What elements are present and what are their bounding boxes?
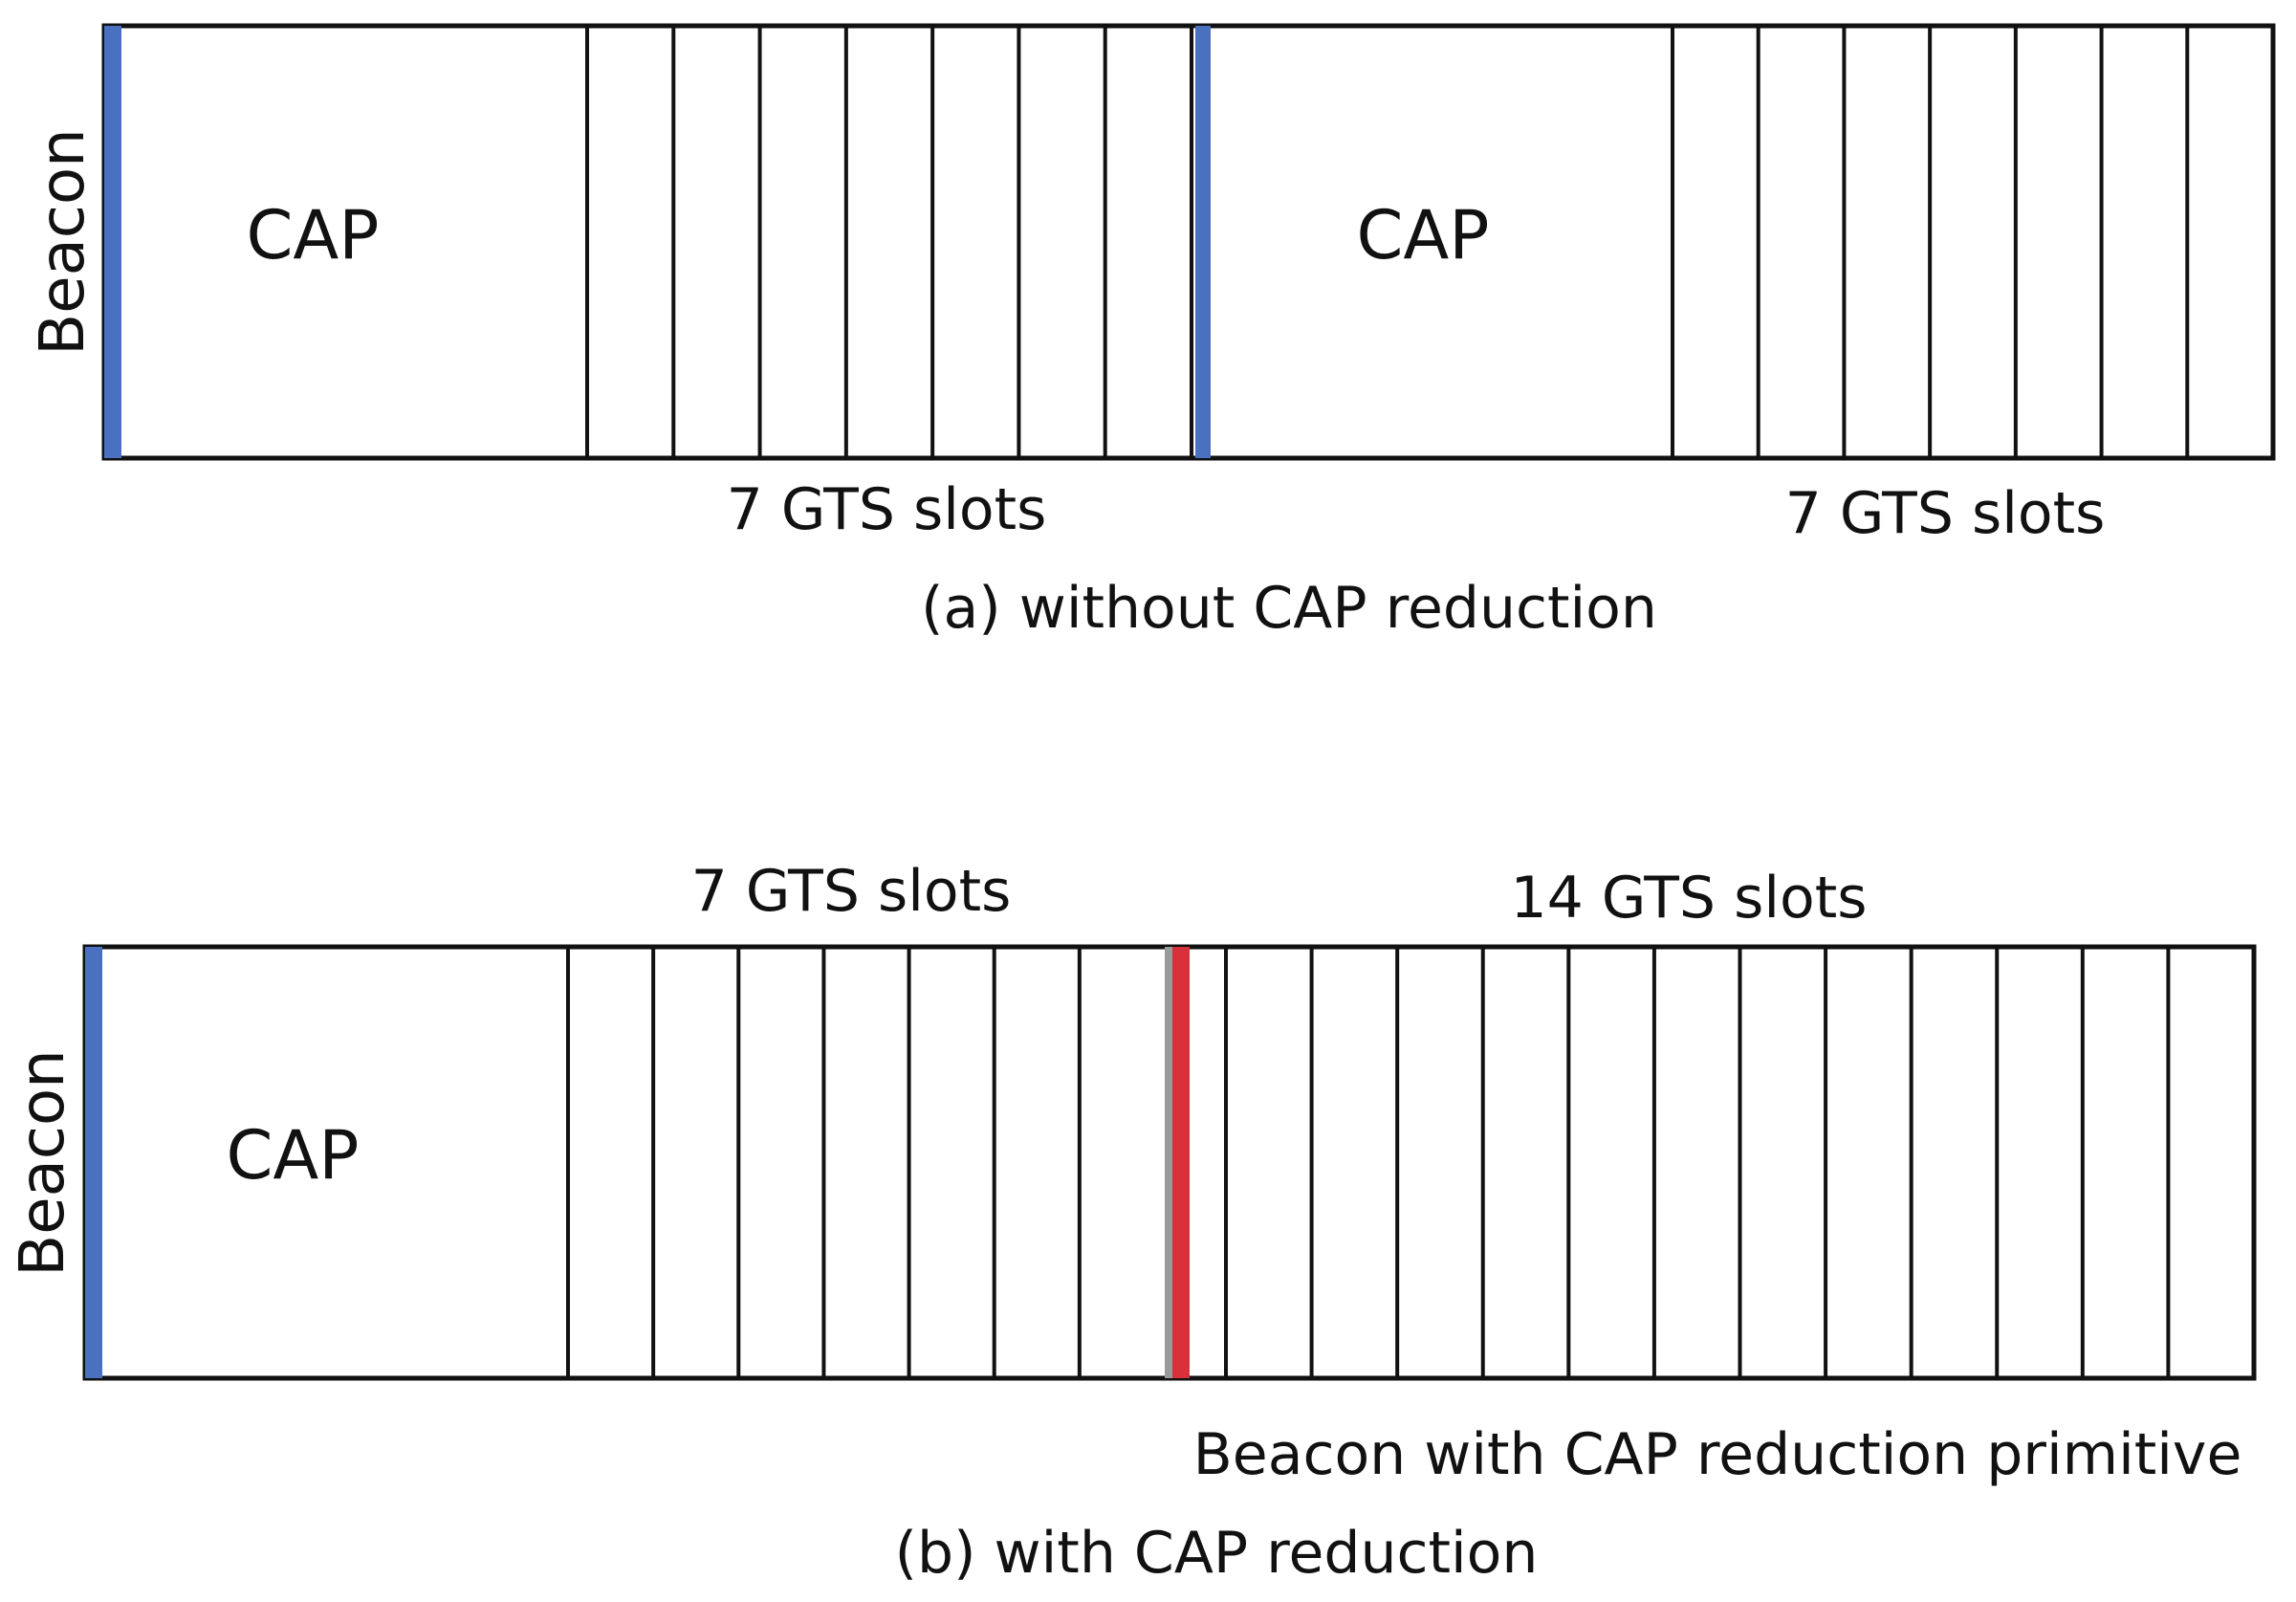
panel-a-caption: (a) without CAP reduction (921, 575, 1657, 642)
panel-a-gts-label-1: 7 GTS slots (727, 476, 1047, 543)
panel-a-cap-label-2: CAP (1357, 196, 1490, 274)
panel-b-reduction-beacon-bar (1172, 947, 1190, 1378)
panel-b: Beacon CAP 7 GTS slots 14 GTS slots Beac… (8, 858, 2257, 1587)
panel-b-gts-label-1: 7 GTS slots (691, 858, 1012, 925)
panel-b-gts-label-2: 14 GTS slots (1510, 865, 1867, 932)
panel-b-frame-boundary (1165, 947, 1172, 1378)
panel-b-beacon-label: Beacon (8, 1049, 78, 1276)
panel-b-beacon-bar (85, 947, 102, 1378)
panel-a-gts-slots-group-1 (585, 26, 1107, 458)
panel-a-cap-label-1: CAP (247, 196, 380, 274)
panel-a-gts-slots-group-2 (1671, 26, 2190, 458)
panel-b-gts-slots-group-1 (566, 947, 1082, 1378)
panel-b-gts-slots-group-2 (1224, 947, 2171, 1378)
panel-a: Beacon CAP CAP 7 GTS slots 7 GTS slots (… (28, 23, 2276, 642)
panel-a-beacon-bar-2 (1195, 26, 1211, 458)
panel-b-cap-label: CAP (227, 1116, 360, 1195)
panel-b-caption: (b) with CAP reduction (895, 1520, 1539, 1587)
panel-a-superframe-frame (101, 23, 2276, 461)
panel-a-beacon-bar-1 (104, 26, 121, 458)
panel-a-beacon-label: Beacon (28, 128, 98, 355)
panel-a-gts-label-2: 7 GTS slots (1785, 480, 2106, 547)
panel-b-reduction-beacon-label: Beacon with CAP reduction primitive (1193, 1421, 2242, 1488)
